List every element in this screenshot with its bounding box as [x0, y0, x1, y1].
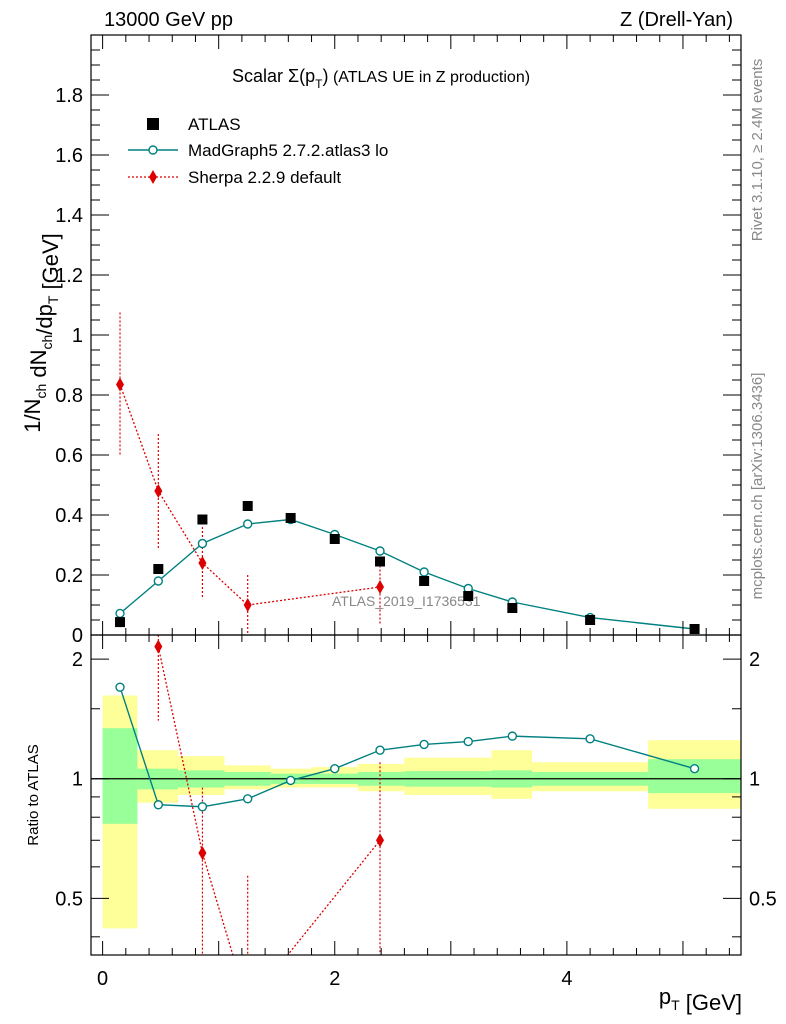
legend-label: Sherpa 2.2.9 default — [188, 168, 341, 187]
sherpa-point — [116, 377, 125, 392]
legend-label: ATLAS — [188, 115, 241, 134]
madgraph-point — [419, 567, 429, 577]
atlas-point — [329, 534, 340, 544]
sherpa-ratio-point — [154, 639, 163, 654]
sherpa-ratio-point — [376, 833, 385, 848]
x-tick-label: 2 — [329, 968, 340, 990]
atlas-point — [197, 514, 208, 525]
header-right-label: Z (Drell-Yan) — [620, 9, 733, 31]
atlas-point — [115, 617, 126, 628]
madgraph-ratio-line — [119, 686, 695, 808]
atlas-point — [419, 576, 430, 586]
y-tick-label-top: 0.6 — [55, 445, 83, 467]
y-tick-label-top: 1.2 — [55, 265, 83, 287]
x-axis-label: pT [GeV] — [659, 984, 742, 1015]
legend-label: MadGraph5 2.7.2.atlas3 lo — [188, 141, 388, 160]
y-tick-label-top: 0 — [72, 625, 83, 647]
legend-sherpa-marker — [149, 170, 157, 184]
title-main: Scalar Σ(p — [232, 66, 315, 86]
y-tick-label-top: 1.4 — [55, 205, 83, 227]
chart-title: Scalar Σ(pT) (ATLAS UE in Z production) — [232, 66, 530, 91]
title-sub: T — [315, 77, 323, 91]
madgraph-point — [115, 608, 125, 619]
madgraph-ratio-point — [285, 775, 296, 786]
y-axis-label-top: 1/Nch dNch/dpT [GeV] — [20, 233, 63, 433]
band-inner — [102, 728, 138, 824]
madgraph-line — [119, 518, 695, 630]
madgraph-point — [375, 546, 385, 556]
analysis-watermark: ATLAS_2019_I1736531 — [332, 593, 481, 609]
atlas-point — [507, 603, 518, 613]
y-tick-label-bottom: 0.5 — [55, 888, 83, 910]
atlas-point — [375, 556, 386, 567]
x-tick-label: 0 — [97, 968, 108, 990]
y-tick-label-top: 0.2 — [55, 565, 83, 587]
madgraph-ratio-point — [115, 682, 125, 692]
atlas-point — [463, 591, 474, 601]
x-tick-label: 4 — [561, 968, 572, 990]
y-tick-label-bottom-right: 1 — [749, 769, 760, 791]
ratio-plot-series — [115, 635, 700, 955]
sherpa-ratio-line — [157, 646, 381, 955]
y-axis-label-bottom: Ratio to ATLAS — [25, 744, 42, 845]
legend-madgraph-marker — [148, 145, 158, 155]
ratio-uncertainty-bands — [91, 695, 741, 929]
y-tick-label-bottom: 2 — [72, 649, 83, 671]
y-tick-label-bottom: 1 — [72, 769, 83, 791]
madgraph-ratio-point — [197, 802, 208, 812]
atlas-point — [585, 615, 596, 625]
madgraph-ratio-point — [153, 800, 164, 810]
y-tick-label-bottom-right: 2 — [749, 649, 760, 671]
rivet-label: Rivet 3.1.10, ≥ 2.4M events — [749, 59, 766, 242]
madgraph-point — [197, 538, 208, 549]
madgraph-ratio-point — [419, 739, 429, 750]
bottom-panel-frame — [90, 634, 742, 956]
atlas-point — [153, 564, 164, 574]
madgraph-ratio-point — [330, 763, 340, 774]
atlas-point — [242, 501, 253, 511]
atlas-point — [285, 513, 296, 523]
y-tick-label-top: 0.4 — [55, 505, 83, 527]
sherpa-point — [154, 484, 163, 498]
legend-atlas-marker — [147, 118, 159, 130]
madgraph-ratio-point — [375, 745, 385, 755]
madgraph-point — [242, 519, 253, 529]
y-tick-label-top: 1.8 — [55, 85, 83, 107]
atlas-point — [689, 624, 700, 634]
sherpa-point — [198, 556, 207, 570]
title-close: ) — [323, 66, 329, 86]
madgraph-ratio-point — [689, 763, 700, 774]
legend: ATLAS MadGraph5 2.7.2.atlas3 lo Sherpa 2.2… — [128, 115, 388, 187]
y-tick-label-bottom-right: 0.5 — [749, 888, 777, 910]
main-plot-series — [115, 312, 700, 635]
madgraph-ratio-point — [585, 734, 595, 744]
sherpa-ratio-point — [198, 846, 207, 861]
madgraph-ratio-point — [242, 794, 253, 804]
y-tick-label-top: 0.8 — [55, 385, 83, 407]
y-tick-label-top: 1.6 — [55, 145, 83, 167]
madgraph-point — [153, 576, 164, 586]
sherpa-point — [376, 580, 385, 594]
title-rest: (ATLAS UE in Z production) — [329, 69, 531, 86]
header-left-label: 13000 GeV pp — [104, 9, 233, 31]
mcplots-label: mcplots.cern.ch [arXiv:1306.3436] — [749, 373, 766, 600]
madgraph-ratio-point — [507, 731, 518, 741]
sherpa-point — [243, 598, 252, 612]
axes: 0 2 400.20.40.60.811.21.41.61.80.5 0.51 12 2 — [55, 34, 777, 990]
y-tick-label-top: 1 — [72, 325, 83, 347]
madgraph-ratio-point — [463, 736, 473, 747]
